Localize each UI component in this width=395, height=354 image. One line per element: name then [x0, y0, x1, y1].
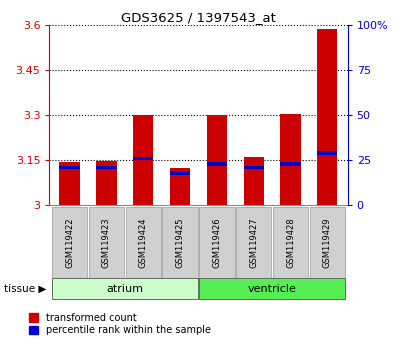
Text: GSM119425: GSM119425	[176, 217, 184, 268]
Bar	[280, 114, 301, 205]
Bar	[280, 162, 301, 166]
Bar	[170, 168, 190, 205]
Bar	[244, 156, 264, 205]
Text: ventricle: ventricle	[248, 284, 297, 293]
FancyBboxPatch shape	[162, 207, 198, 278]
Bar	[207, 162, 227, 166]
Text: GSM119429: GSM119429	[323, 217, 332, 268]
Bar	[170, 171, 190, 175]
FancyBboxPatch shape	[273, 207, 308, 278]
Text: GSM119427: GSM119427	[249, 217, 258, 268]
Bar	[96, 166, 117, 169]
FancyBboxPatch shape	[236, 207, 271, 278]
Text: GSM119423: GSM119423	[102, 217, 111, 268]
Text: GSM119426: GSM119426	[213, 217, 221, 268]
FancyBboxPatch shape	[310, 207, 345, 278]
Text: atrium: atrium	[106, 284, 143, 293]
Text: GSM119422: GSM119422	[65, 217, 74, 268]
Text: GSM119428: GSM119428	[286, 217, 295, 268]
Title: GDS3625 / 1397543_at: GDS3625 / 1397543_at	[121, 11, 276, 24]
FancyBboxPatch shape	[126, 207, 161, 278]
Bar	[133, 115, 153, 205]
Bar	[133, 156, 153, 160]
Bar	[317, 29, 337, 205]
Bar	[207, 115, 227, 205]
Bar	[60, 166, 80, 169]
Bar	[317, 151, 337, 155]
Text: tissue ▶: tissue ▶	[4, 284, 46, 294]
Bar	[60, 162, 80, 205]
FancyBboxPatch shape	[52, 278, 198, 299]
Legend: transformed count, percentile rank within the sample: transformed count, percentile rank withi…	[28, 313, 211, 335]
Text: GSM119424: GSM119424	[139, 217, 148, 268]
FancyBboxPatch shape	[52, 207, 87, 278]
Bar	[96, 161, 117, 205]
FancyBboxPatch shape	[199, 278, 345, 299]
FancyBboxPatch shape	[89, 207, 124, 278]
FancyBboxPatch shape	[199, 207, 235, 278]
Bar	[244, 166, 264, 169]
